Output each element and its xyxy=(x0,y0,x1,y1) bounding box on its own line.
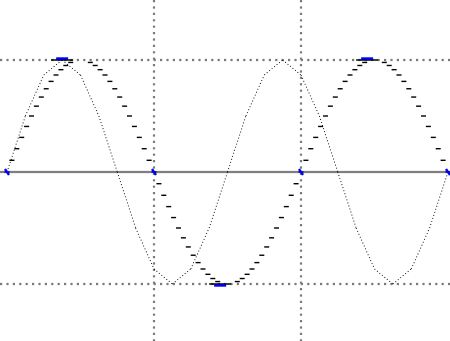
series-0-segment-15 xyxy=(282,59,302,76)
sine-series xyxy=(4,57,450,287)
series-0-segment-5 xyxy=(98,115,118,173)
series-0-segment-22 xyxy=(410,227,431,270)
series-0-segment-6 xyxy=(116,171,137,229)
series-0-segment-17 xyxy=(318,115,339,173)
series-0-segment-14 xyxy=(263,59,283,76)
series-0-segment-9 xyxy=(172,268,192,285)
zero-crossing-markers xyxy=(4,168,450,176)
zero-crossing-marker-1 xyxy=(151,168,157,176)
series-0-segment-12 xyxy=(227,115,247,173)
series-0-segment-8 xyxy=(153,268,173,285)
series-0-segment-2 xyxy=(43,59,63,76)
zero-crossing-marker-2 xyxy=(298,168,304,176)
series-0-segment-3 xyxy=(61,59,81,76)
series-0-segment-11 xyxy=(208,171,228,229)
series-0-segment-16 xyxy=(300,74,320,117)
series-0-segment-13 xyxy=(245,74,265,117)
series-0-segment-0 xyxy=(6,115,26,173)
series-0-segment-20 xyxy=(374,268,394,285)
series-0-segment-21 xyxy=(392,268,412,285)
series-0-segment-1 xyxy=(24,74,45,117)
series-0-segment-23 xyxy=(429,171,449,229)
series-0-segment-19 xyxy=(355,227,375,270)
series-0-segment-18 xyxy=(337,171,357,229)
zero-crossing-marker-0 xyxy=(4,168,10,176)
series-0-segment-7 xyxy=(135,227,155,270)
zero-crossing-marker-3 xyxy=(445,168,450,176)
series-0-segment-10 xyxy=(190,227,210,270)
series-0-segment-4 xyxy=(80,74,100,117)
